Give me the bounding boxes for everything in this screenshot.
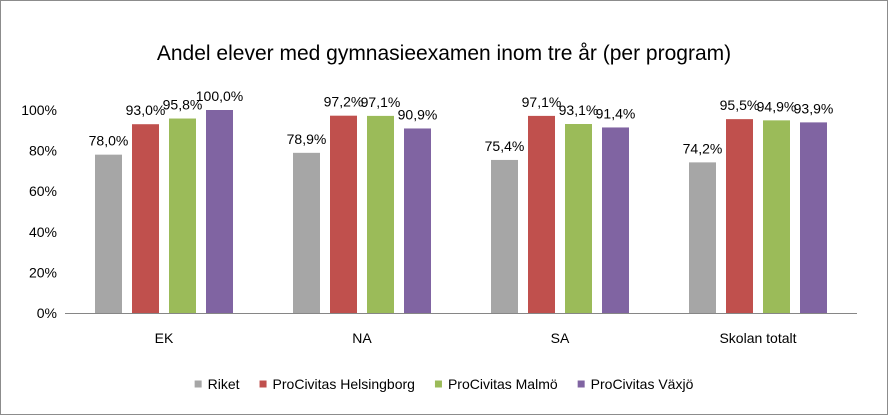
y-tick-label: 20% <box>29 264 57 280</box>
legend-label: ProCivitas Malmö <box>448 376 558 392</box>
legend: Riket ProCivitas Helsingborg ProCivitas Ma… <box>194 376 694 392</box>
data-label: 93,1% <box>559 102 599 118</box>
bar <box>293 152 320 313</box>
x-category-label: NA <box>352 330 372 346</box>
legend-label: Riket <box>208 376 240 392</box>
x-category-label: Skolan totalt <box>719 330 796 346</box>
bar <box>330 115 357 314</box>
legend-label: ProCivitas Helsingborg <box>273 376 415 392</box>
legend-swatch <box>259 380 267 388</box>
bar <box>602 127 629 313</box>
bar <box>132 124 159 314</box>
x-category-label: SA <box>551 330 570 346</box>
bar <box>404 128 431 313</box>
bar <box>367 115 394 314</box>
y-tick-label: 100% <box>21 102 57 118</box>
y-tick-label: 0% <box>37 305 57 321</box>
bar <box>95 154 122 313</box>
x-axis-categories: EK NA SA Skolan totalt <box>155 330 797 346</box>
data-label: 75,4% <box>485 138 525 154</box>
bar <box>763 120 790 313</box>
bar <box>528 115 555 314</box>
bar <box>169 118 196 313</box>
bar <box>565 124 592 313</box>
data-labels-group: 78,0%93,0%95,8%100,0%78,9%97,2%97,1%90,9… <box>89 88 834 156</box>
data-label: 95,8% <box>163 97 203 113</box>
legend-swatch <box>434 380 442 388</box>
data-label: 97,1% <box>522 94 562 110</box>
data-label: 74,2% <box>683 140 723 156</box>
data-label: 78,0% <box>89 133 129 149</box>
bar <box>726 119 753 313</box>
y-tick-label: 80% <box>29 143 57 159</box>
data-label: 93,0% <box>126 102 166 118</box>
bar <box>689 162 716 313</box>
data-label: 95,5% <box>720 97 760 113</box>
data-label: 97,1% <box>361 94 401 110</box>
x-category-label: EK <box>155 330 174 346</box>
y-tick-label: 60% <box>29 183 57 199</box>
chart-title: Andel elever med gymnasieexamen inom tre… <box>157 42 731 65</box>
y-tick-label: 40% <box>29 224 57 240</box>
data-label: 94,9% <box>757 98 797 114</box>
data-label: 97,2% <box>324 94 364 110</box>
data-label: 90,9% <box>398 106 438 122</box>
legend-label: ProCivitas Växjö <box>591 376 694 392</box>
bar <box>206 110 233 313</box>
legend-swatch <box>577 380 585 388</box>
data-label: 100,0% <box>196 88 243 104</box>
bar <box>491 159 518 313</box>
bars-group <box>95 110 827 314</box>
bar <box>800 122 827 314</box>
data-label: 91,4% <box>596 105 636 121</box>
data-label: 93,9% <box>794 100 834 116</box>
data-label: 78,9% <box>287 131 327 147</box>
y-axis-ticks: 0% 20% 40% 60% 80% 100% <box>21 102 57 321</box>
legend-swatch <box>194 380 202 388</box>
